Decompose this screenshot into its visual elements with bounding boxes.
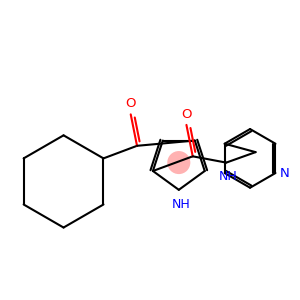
Text: NH: NH xyxy=(219,170,238,183)
Text: NH: NH xyxy=(172,198,190,211)
Text: N: N xyxy=(280,167,290,180)
Circle shape xyxy=(167,151,190,174)
Text: O: O xyxy=(125,98,136,110)
Text: O: O xyxy=(181,108,192,121)
